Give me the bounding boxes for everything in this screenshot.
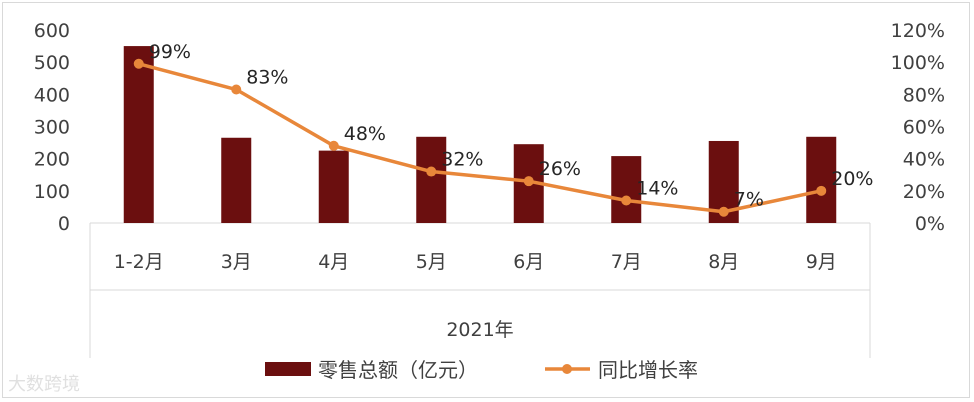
growth-data-label: 7%: [734, 189, 764, 211]
watermark: 大数跨境: [8, 374, 80, 395]
category-label: 6月: [513, 251, 544, 273]
left-tick-label: 400: [34, 84, 70, 106]
growth-data-label: 32%: [441, 149, 483, 171]
bar: [806, 136, 837, 223]
category-label: 8月: [708, 251, 739, 273]
category-label: 1-2月: [114, 251, 164, 273]
bar: [221, 137, 252, 223]
left-tick-label: 600: [34, 20, 70, 42]
bar: [611, 156, 642, 223]
growth-data-label: 99%: [149, 41, 191, 63]
bar: [318, 150, 349, 223]
legend-bar-swatch: [265, 362, 311, 376]
right-tick-label: 120%: [891, 20, 945, 42]
left-tick-label: 300: [34, 117, 70, 139]
right-tick-label: 80%: [903, 84, 945, 106]
growth-data-label: 26%: [539, 158, 581, 180]
x-axis-title: 2021年: [446, 319, 513, 341]
left-tick-label: 500: [34, 52, 70, 74]
right-tick-label: 60%: [903, 117, 945, 139]
right-tick-label: 0%: [915, 213, 945, 235]
right-tick-label: 40%: [903, 149, 945, 171]
category-label: 5月: [416, 251, 447, 273]
growth-point: [523, 176, 534, 187]
growth-data-label: 83%: [246, 67, 288, 89]
growth-data-label: 14%: [636, 177, 678, 199]
category-label: 3月: [221, 251, 252, 273]
growth-data-label: 48%: [344, 123, 386, 145]
legend: 零售总额（亿元） 同比增长率: [265, 358, 698, 382]
category-label: 9月: [806, 251, 837, 273]
growth-point: [328, 140, 339, 151]
right-tick-label: 20%: [903, 181, 945, 203]
legend-bar-label: 零售总额（亿元）: [318, 358, 478, 382]
category-label: 4月: [318, 251, 349, 273]
growth-point: [133, 58, 144, 69]
left-axis-ticks: 0 100 200 300 400 500 600: [34, 20, 70, 235]
growth-point: [231, 84, 242, 95]
growth-point: [816, 185, 827, 196]
right-axis-ticks: 0% 20% 40% 60% 80% 100% 120%: [891, 20, 945, 235]
growth-point: [718, 206, 729, 217]
growth-point: [621, 195, 632, 206]
legend-line-marker: [562, 364, 572, 374]
bar-series: [123, 46, 837, 224]
chart-frame: [2, 2, 970, 398]
bar: [123, 46, 154, 224]
left-tick-label: 100: [34, 181, 70, 203]
category-labels: 1-2月 3月 4月 5月 6月 7月 8月 9月: [114, 251, 837, 273]
growth-line: [138, 62, 822, 214]
category-separators: [89, 223, 871, 358]
growth-data-label: 20%: [831, 168, 873, 190]
category-label: 7月: [611, 251, 642, 273]
legend-line-label: 同比增长率: [598, 358, 698, 382]
bar: [416, 136, 447, 223]
right-tick-label: 100%: [891, 52, 945, 74]
left-tick-label: 0: [58, 213, 70, 235]
growth-point: [426, 166, 437, 177]
left-tick-label: 200: [34, 149, 70, 171]
line-series: 99% 83% 48% 32% 26% 14% 7% 20%: [133, 41, 873, 217]
